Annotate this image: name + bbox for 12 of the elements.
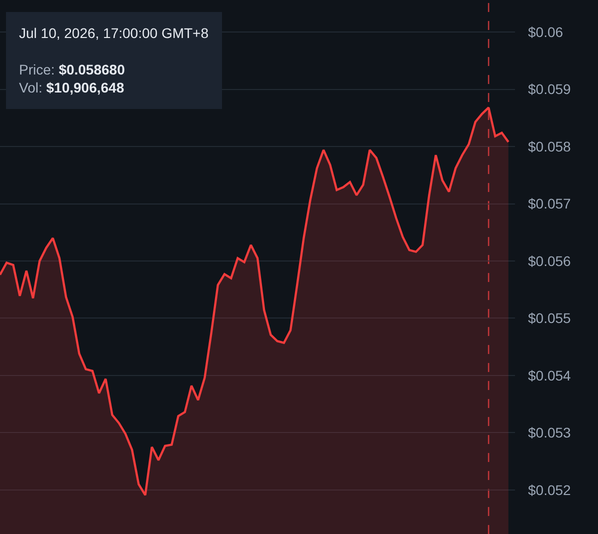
y-tick-label: $0.052 [528, 482, 572, 498]
y-tick-label: $0.057 [528, 196, 572, 212]
y-tick-label: $0.053 [528, 424, 572, 441]
annotation: Jul 10, 2026, 17:00:00 GMT+8 [19, 25, 209, 41]
annotation: Vol: $10,906,648 [19, 80, 124, 96]
y-tick-label: $0.058 [528, 138, 572, 154]
annotation: Price: $0.058680 [19, 61, 126, 78]
y-tick-label: $0.059 [528, 81, 572, 98]
y-tick-label: $0.054 [528, 367, 572, 384]
y-tick-label: $0.06 [528, 24, 564, 40]
y-tick-label: $0.056 [528, 252, 572, 269]
y-tick-label: $0.055 [528, 310, 572, 326]
